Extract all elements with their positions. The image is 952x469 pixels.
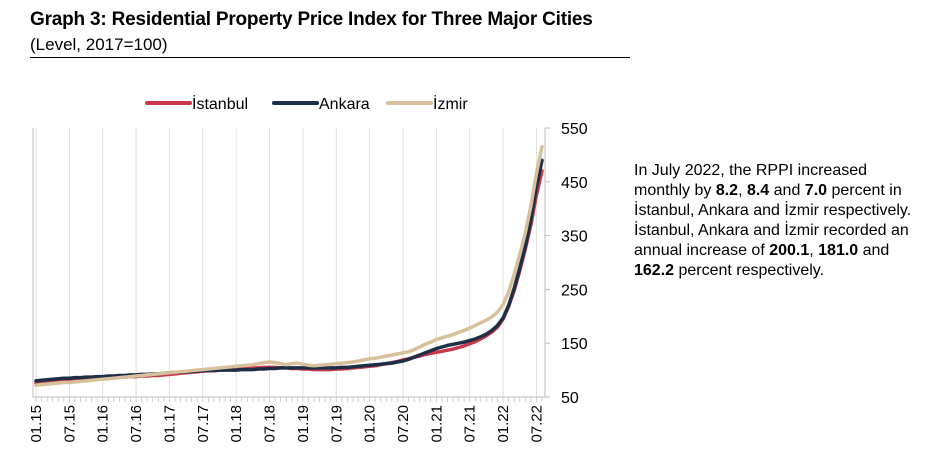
x-tick-label: 01.19 <box>295 405 312 443</box>
legend-label-ankara: Ankara <box>319 96 370 113</box>
y-tick-label: 550 <box>561 121 588 138</box>
note-text: percent respectively. <box>674 262 825 279</box>
note-text: , <box>738 182 747 199</box>
x-tick-label: 07.19 <box>328 405 345 443</box>
price-index-chart: İstanbul Ankara İzmir 50 150 250 350 450 550 01.… <box>28 94 588 443</box>
x-tick-label: 07.17 <box>195 405 212 443</box>
x-tick-label: 07.15 <box>61 405 78 443</box>
chart-title: Graph 3: Residential Property Price Inde… <box>30 9 593 30</box>
legend-label-izmir: İzmir <box>433 94 468 113</box>
chart-legend: İstanbul Ankara İzmir <box>145 94 468 113</box>
series-line-ankara <box>34 158 544 383</box>
chart-axes: 50 150 250 350 450 550 01.15 07.15 01.16 07.16 01.… <box>28 121 588 443</box>
note-text: and <box>769 182 805 199</box>
x-tick-label: 01.18 <box>228 405 245 443</box>
x-tick-label: 07.20 <box>395 405 412 443</box>
note-value: 7.0 <box>804 182 828 199</box>
y-tick-label: 350 <box>561 229 588 246</box>
x-tick-label: 01.22 <box>495 405 512 443</box>
chart-series <box>34 145 544 387</box>
note-value: 8.2 <box>715 182 739 199</box>
legend-label-istanbul: İstanbul <box>192 94 248 113</box>
note-value: 162.2 <box>634 262 675 279</box>
x-tick-label: 01.17 <box>161 405 178 443</box>
note-text: , <box>809 242 819 259</box>
x-tick-label: 01.20 <box>362 405 379 443</box>
x-tick-label: 07.18 <box>262 405 279 443</box>
x-tick-label: 07.16 <box>128 405 145 443</box>
note-value: 181.0 <box>818 242 859 259</box>
y-tick-label: 250 <box>561 282 588 299</box>
note-value: 200.1 <box>769 242 810 259</box>
y-tick-label: 450 <box>561 175 588 192</box>
note-value: 8.4 <box>746 182 770 199</box>
title-divider <box>30 57 630 58</box>
series-line-izmir <box>34 145 544 387</box>
x-tick-label: 01.16 <box>95 405 112 443</box>
x-tick-label: 01.21 <box>428 405 445 443</box>
x-tick-label: 07.21 <box>462 405 479 443</box>
note-text: percent in İstanbul, Ankara and İzmir re… <box>634 182 912 259</box>
note-text: In July 2022, the RPPI increased monthly… <box>634 162 868 199</box>
y-tick-label: 50 <box>561 390 579 407</box>
note-text: and <box>858 242 890 259</box>
commentary-text: In July 2022, the RPPI increased monthly… <box>634 161 919 281</box>
y-tick-label: 150 <box>561 336 588 353</box>
series-line-istanbul <box>34 169 544 386</box>
chart-subtitle: (Level, 2017=100) <box>30 35 168 54</box>
x-tick-label: 07.22 <box>528 405 545 443</box>
x-tick-label: 01.15 <box>28 405 45 443</box>
